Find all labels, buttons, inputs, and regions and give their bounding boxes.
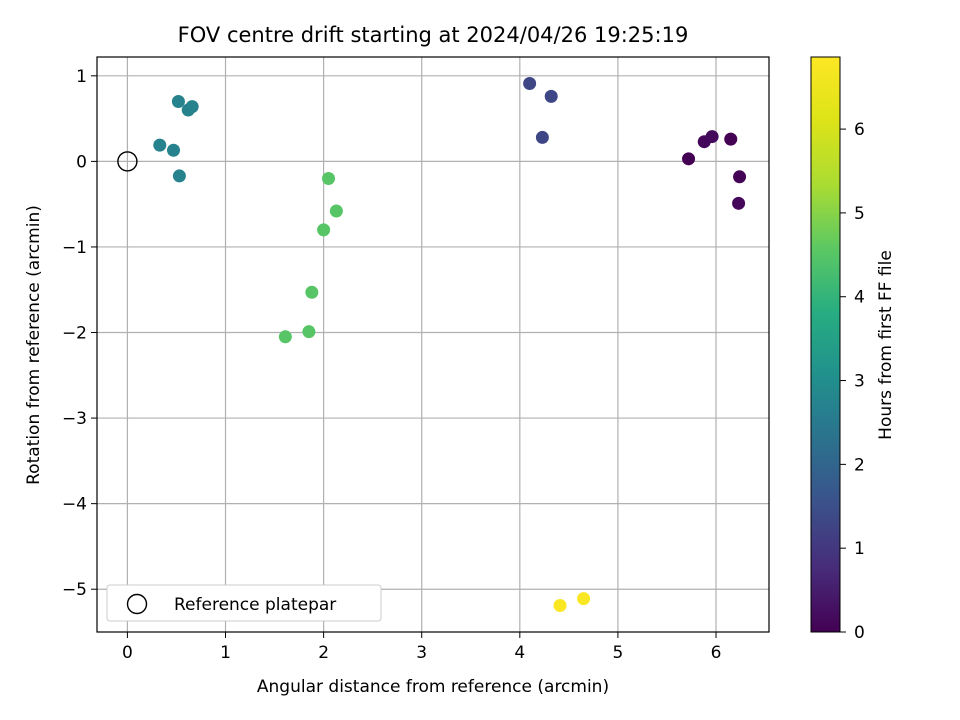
data-point [185,100,199,114]
x-tick-label: 4 [514,643,525,663]
data-point [544,89,558,103]
x-tick-label: 0 [122,643,133,663]
data-point [733,170,747,184]
colorbar-tick-label: 6 [854,120,865,140]
chart-title: FOV centre drift starting at 2024/04/26 … [178,23,689,47]
data-point [329,204,343,218]
scatter-points [153,77,747,612]
data-point [305,285,319,299]
data-point [171,94,185,108]
data-point [278,330,292,344]
legend-label: Reference platepar [174,595,336,615]
data-point [724,132,738,146]
x-tick-label: 2 [318,643,329,663]
y-axis-label: Rotation from reference (arcmin) [24,205,44,485]
colorbar-tick-label: 4 [854,288,865,308]
colorbar-tick-label: 1 [854,539,865,559]
colorbar-tick-label: 2 [854,455,865,475]
plot-frame [96,56,770,633]
data-point [167,143,181,157]
y-tick-label: 0 [76,152,87,172]
legend: Reference platepar [106,584,382,622]
data-point [172,169,186,183]
y-tick-label: 1 [76,67,87,87]
y-tick-label: −4 [62,495,87,515]
data-point [577,592,591,606]
data-point [322,172,336,186]
legend-box [106,584,382,622]
reference-point-marker [117,151,138,172]
x-tick-label: 5 [613,643,624,663]
data-point [302,325,316,339]
data-point [682,152,696,166]
y-tick-label: −1 [62,238,87,258]
data-point [553,598,567,612]
x-axis-label: Angular distance from reference (arcmin) [257,677,609,697]
colorbar-tick-label: 5 [854,204,865,224]
y-axis-ticks: 1 0 −1 −2 −3 −4 −5 [62,67,97,600]
legend-marker [126,593,148,615]
x-tick-label: 6 [711,643,722,663]
colorbar-tick-label: 3 [854,372,865,392]
data-point [523,77,537,91]
y-tick-label: −5 [62,580,87,600]
colorbar-label: Hours from first FF file [876,250,896,440]
colorbar-ticks: 0 1 2 3 4 5 6 [840,120,865,643]
data-point [705,130,719,144]
x-tick-label: 3 [416,643,427,663]
x-axis-ticks: 0 1 2 3 4 5 6 [122,632,721,663]
y-tick-label: −2 [62,324,87,344]
y-tick-label: −3 [62,409,87,429]
colorbar-tick-label: 0 [854,623,865,643]
data-point [317,223,331,237]
colorbar [810,56,841,633]
data-point [535,130,549,144]
data-point [153,138,167,152]
grid [97,57,769,632]
data-point [732,196,746,210]
x-tick-label: 1 [220,643,231,663]
